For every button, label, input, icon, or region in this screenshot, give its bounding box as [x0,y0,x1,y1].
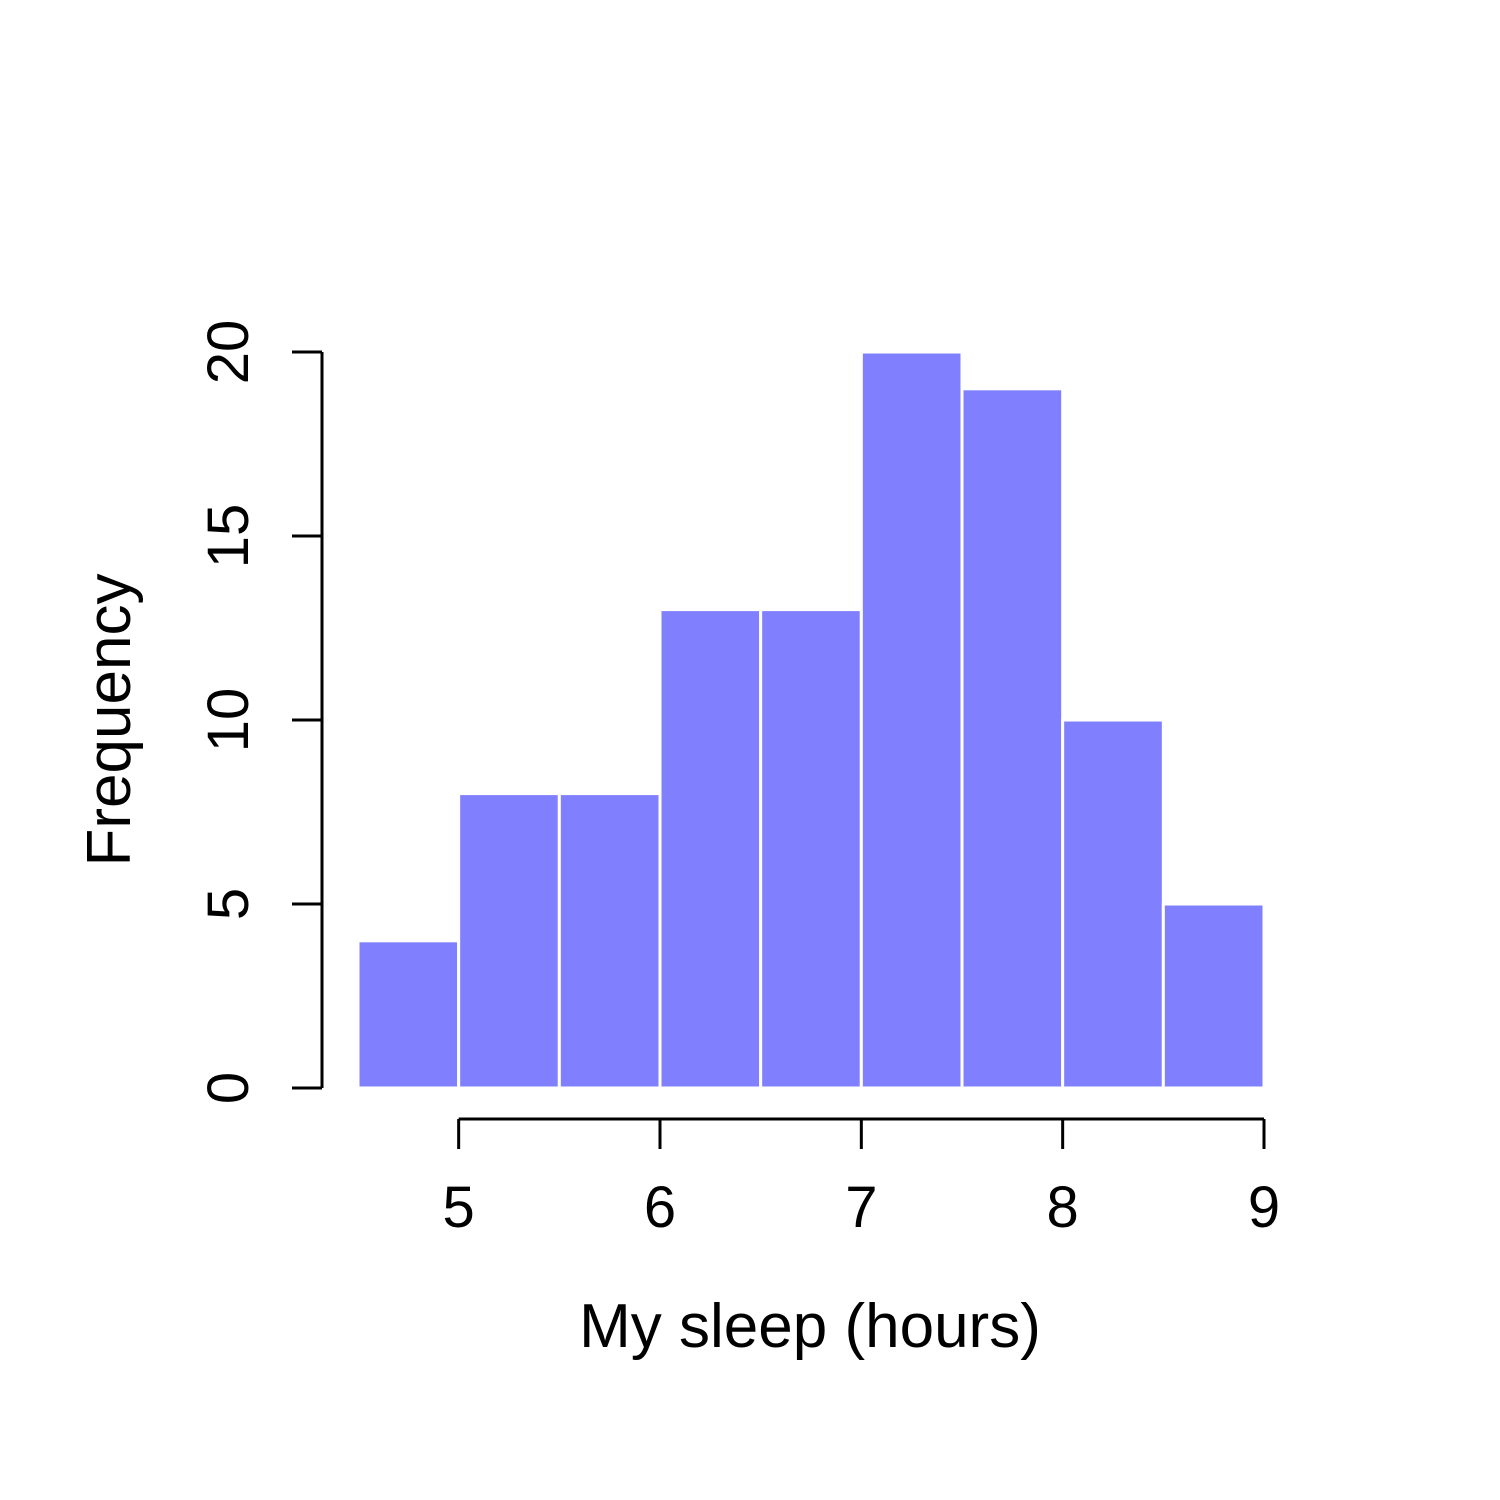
x-tick-label-3: 8 [1047,1175,1079,1240]
x-tick-label-0: 5 [443,1175,475,1240]
x-tick-label-1: 6 [644,1175,676,1240]
histogram-bar-7 [1061,718,1165,1090]
histogram-bar-8 [1161,902,1266,1090]
y-tick-label-0: 0 [196,1072,261,1104]
histogram-bar-5 [859,350,964,1090]
y-tick-label-2: 10 [196,688,261,753]
x-axis-title: My sleep (hours) [579,1292,1041,1361]
y-axis: 0 5 10 15 20 [196,320,324,1104]
x-tick-label-2: 7 [845,1175,877,1240]
histogram-bar-6 [960,387,1065,1090]
bars-group [356,350,1266,1090]
histogram-bar-0 [356,939,461,1090]
y-tick-label-4: 20 [196,320,261,385]
y-tick-label-3: 15 [196,504,261,569]
y-axis-title: Frequency [75,574,144,867]
histogram-bar-2 [557,792,662,1090]
histogram-bar-4 [759,608,863,1090]
x-axis: 5 6 7 8 9 [443,1117,1280,1240]
y-tick-label-1: 5 [196,888,261,920]
histogram-bar-1 [457,792,561,1090]
histogram-bar-3 [658,608,763,1090]
x-tick-label-4: 9 [1248,1175,1280,1240]
